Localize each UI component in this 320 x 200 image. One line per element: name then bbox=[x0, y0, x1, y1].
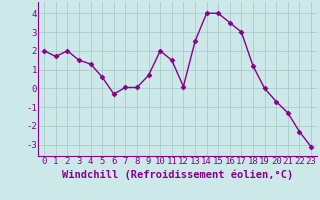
X-axis label: Windchill (Refroidissement éolien,°C): Windchill (Refroidissement éolien,°C) bbox=[62, 169, 293, 180]
